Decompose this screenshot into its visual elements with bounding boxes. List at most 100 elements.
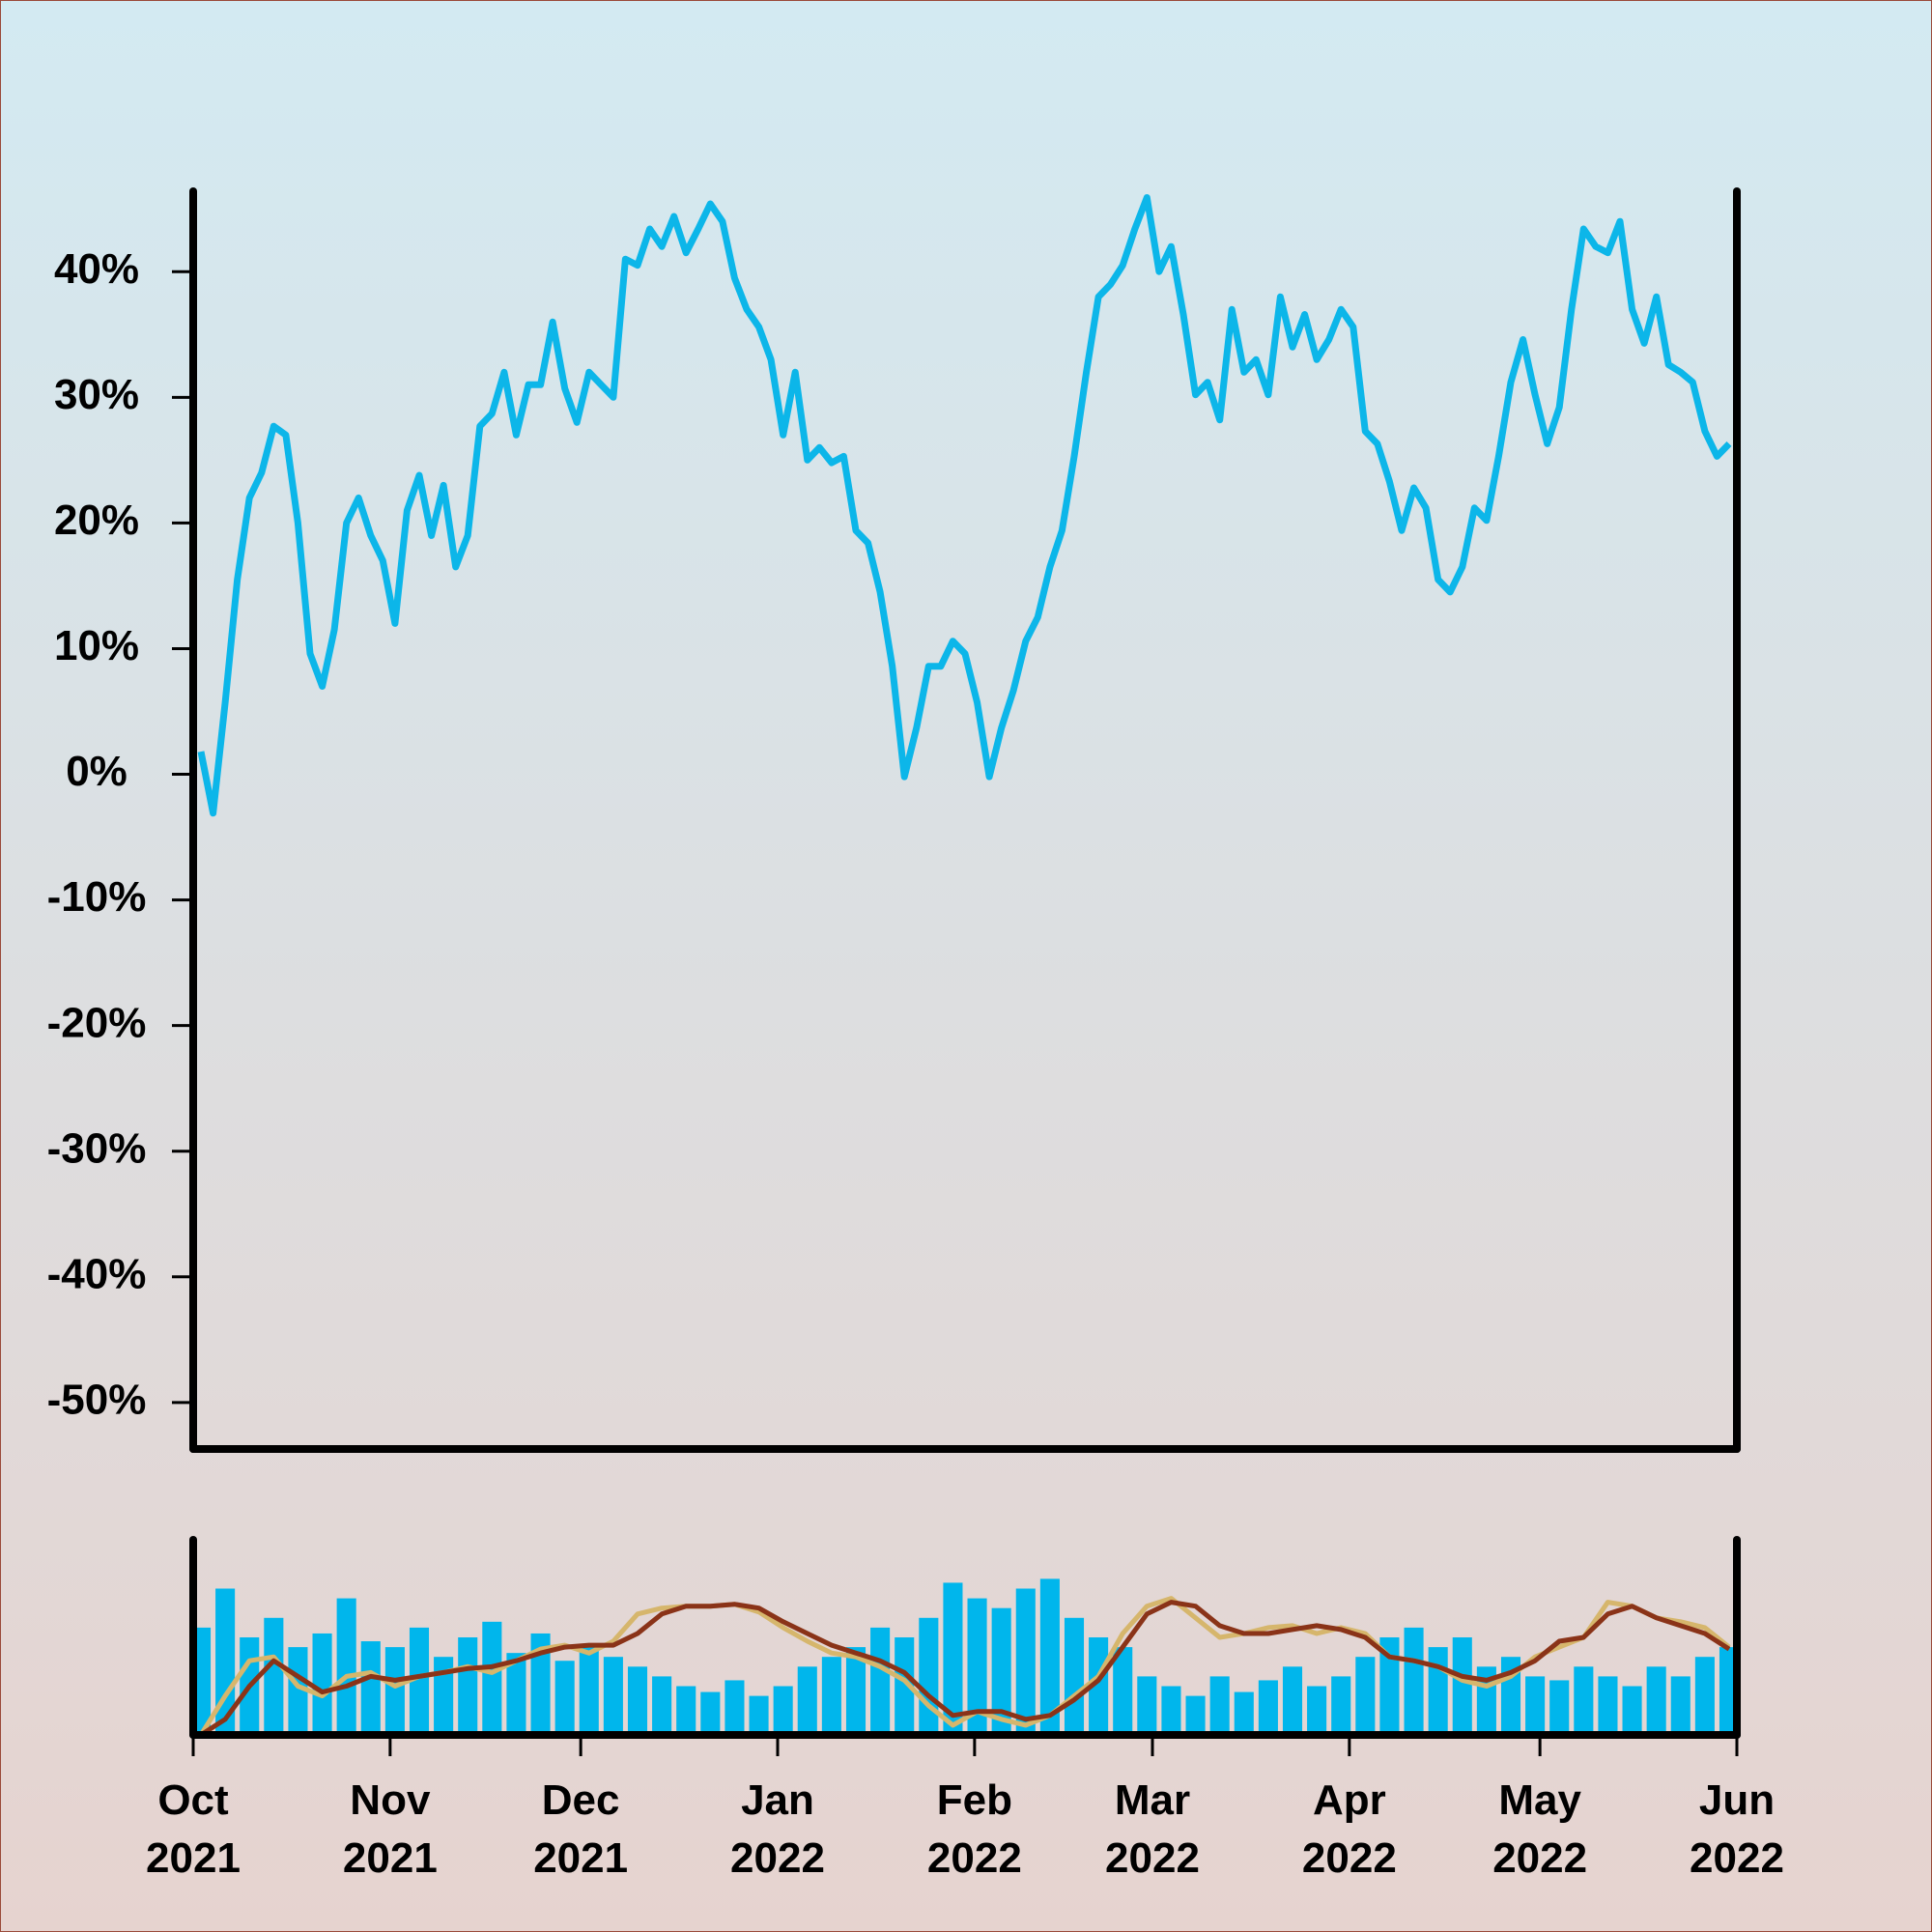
volume-bar	[288, 1647, 308, 1735]
y-tick-label: -10%	[47, 873, 147, 921]
volume-bar	[1137, 1676, 1157, 1735]
volume-bar	[1694, 1657, 1715, 1735]
y-tick-label: 10%	[54, 622, 139, 669]
volume-bar	[434, 1657, 454, 1735]
x-tick-label: May 2022	[1492, 1776, 1587, 1882]
y-tick-label: 20%	[54, 497, 139, 544]
volume-bar	[1185, 1695, 1206, 1735]
x-tick-label-line: Jun	[1699, 1776, 1775, 1824]
volume-bar	[554, 1661, 575, 1735]
x-tick-label-line: May	[1498, 1776, 1581, 1824]
x-tick-label-line: Apr	[1313, 1776, 1386, 1824]
x-tick-label-line: Oct	[157, 1776, 229, 1824]
volume-bar	[458, 1637, 478, 1735]
volume-bar	[724, 1680, 745, 1735]
volume-bar	[264, 1617, 284, 1735]
volume-bar	[312, 1633, 332, 1735]
y-tick-label: -30%	[47, 1124, 147, 1172]
volume-bar	[919, 1617, 939, 1735]
volume-bar	[1064, 1617, 1085, 1735]
volume-bar	[1209, 1676, 1230, 1735]
volume-bar	[384, 1647, 405, 1735]
x-tick-label-line: 2022	[1492, 1834, 1587, 1882]
x-tick-label-line: 2022	[1302, 1834, 1397, 1882]
volume-bar	[1574, 1666, 1594, 1735]
x-tick-label-line: Mar	[1115, 1776, 1190, 1824]
x-tick-label: Dec 2021	[533, 1776, 628, 1882]
volume-bar	[409, 1627, 430, 1735]
volume-bar	[1549, 1680, 1570, 1735]
volume-bar	[627, 1666, 648, 1735]
x-tick-label-line: Nov	[350, 1776, 431, 1824]
volume-bar	[1404, 1627, 1424, 1735]
volume-bar	[1089, 1637, 1109, 1735]
volume-bar	[1258, 1680, 1278, 1735]
x-tick-label-line: Dec	[542, 1776, 620, 1824]
volume-bar	[336, 1598, 356, 1735]
x-tick-label-line: 2021	[533, 1834, 628, 1882]
y-tick-label: 30%	[54, 371, 139, 418]
volume-bar	[700, 1691, 721, 1735]
volume-bar	[967, 1598, 987, 1735]
x-tick-label-line: 2022	[1105, 1834, 1200, 1882]
y-tick-label: 0%	[66, 748, 128, 795]
volume-bar	[1670, 1676, 1690, 1735]
x-tick-label: Feb 2022	[927, 1776, 1022, 1882]
volume-bar	[1622, 1686, 1642, 1735]
volume-bar	[1598, 1676, 1618, 1735]
volume-bar	[1015, 1588, 1036, 1735]
volume-bar	[1161, 1686, 1181, 1735]
x-tick-label: Apr 2022	[1302, 1776, 1397, 1882]
volume-bar	[821, 1657, 841, 1735]
x-tick-label-line: 2021	[343, 1834, 438, 1882]
y-tick-label: 40%	[54, 245, 139, 293]
volume-bar	[506, 1653, 526, 1735]
volume-bar	[1234, 1691, 1254, 1735]
volume-bar	[530, 1633, 551, 1735]
volume-bar	[482, 1621, 502, 1735]
moving-average-line	[199, 1600, 1731, 1738]
volume-bar	[991, 1607, 1011, 1735]
volume-bar	[1379, 1637, 1400, 1735]
x-tick-label: Nov 2021	[343, 1776, 438, 1882]
volume-bar	[1282, 1666, 1303, 1735]
volume-bar	[1525, 1676, 1546, 1735]
volume-bar	[1428, 1647, 1448, 1735]
x-tick-label-line: 2022	[1690, 1834, 1784, 1882]
volume-bar	[1113, 1647, 1133, 1735]
volume-bar	[1355, 1657, 1376, 1735]
x-tick-label: Oct 2021	[146, 1776, 241, 1882]
volume-bar	[1039, 1578, 1060, 1735]
volume-bar	[895, 1637, 915, 1735]
volume-bar	[1646, 1666, 1666, 1735]
volume-bar	[360, 1641, 381, 1735]
y-tick-label: -20%	[47, 999, 147, 1046]
volume-bar	[797, 1666, 817, 1735]
volume-bar	[603, 1657, 623, 1735]
x-tick-label: Jan 2022	[730, 1776, 825, 1882]
x-tick-label: Mar 2022	[1105, 1776, 1200, 1882]
y-tick-label: -40%	[47, 1250, 147, 1297]
price-line	[197, 194, 1732, 817]
volume-bar	[943, 1582, 963, 1735]
volume-bar	[1452, 1637, 1472, 1735]
volume-bar	[579, 1647, 599, 1735]
volume-bar	[1307, 1686, 1327, 1735]
volume-bar	[845, 1647, 867, 1735]
volume-bar	[773, 1686, 793, 1735]
volume-bar	[676, 1686, 696, 1735]
x-tick-label-line: Feb	[937, 1776, 1012, 1824]
volume-bar	[870, 1627, 891, 1735]
x-tick-label-line: 2022	[927, 1834, 1022, 1882]
volume-bar	[749, 1695, 769, 1735]
volume-bar	[215, 1588, 236, 1735]
x-tick-label-line: 2021	[146, 1834, 241, 1882]
x-tick-label-line: 2022	[730, 1834, 825, 1882]
volume-bar	[1331, 1676, 1351, 1735]
x-tick-label: Jun 2022	[1690, 1776, 1784, 1882]
volume-bar	[652, 1676, 672, 1735]
y-tick-label: -50%	[47, 1376, 147, 1423]
